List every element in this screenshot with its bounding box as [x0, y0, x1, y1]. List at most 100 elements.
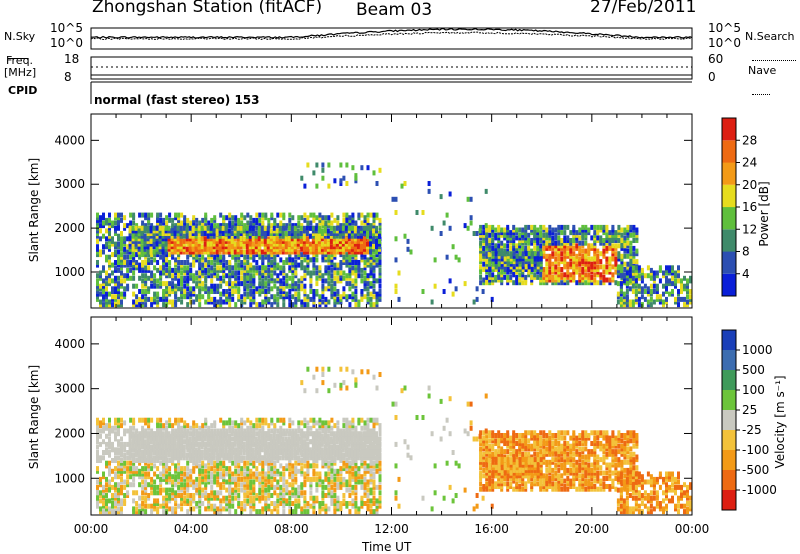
power-cell	[378, 278, 382, 284]
power-cell	[162, 217, 166, 223]
power-cell	[249, 296, 253, 302]
power-cell	[341, 225, 345, 231]
power-cell	[366, 249, 369, 255]
velocity-cell	[126, 460, 130, 466]
power-cell	[254, 246, 258, 252]
power-cell	[330, 212, 334, 218]
power-cell	[263, 244, 267, 250]
power-cell	[162, 291, 166, 297]
power-cell	[333, 262, 337, 268]
power-cell	[524, 280, 528, 286]
power-cell	[524, 227, 528, 233]
power-cell	[242, 236, 246, 242]
power-cell	[144, 267, 148, 273]
velocity-cell	[186, 471, 190, 477]
velocity-cell	[237, 495, 241, 501]
power-cell	[285, 294, 289, 300]
velocity-cell	[168, 476, 172, 482]
power-cell	[506, 256, 510, 262]
power-cell	[479, 253, 483, 259]
power-cell	[183, 294, 187, 300]
power-cell	[378, 217, 382, 223]
power-cell	[287, 241, 291, 247]
power-cell	[161, 233, 165, 239]
velocity-cell	[222, 468, 226, 474]
velocity-cell	[270, 468, 274, 474]
power-cell	[554, 251, 558, 257]
power-cell	[472, 299, 476, 305]
power-cell	[351, 270, 355, 276]
power-cell	[372, 257, 376, 263]
power-cell	[623, 227, 627, 233]
power-cell	[497, 264, 501, 270]
power-cell	[156, 223, 160, 229]
power-cell	[539, 272, 543, 278]
power-cell	[335, 228, 339, 234]
power-cell	[488, 269, 492, 275]
power-cell	[599, 272, 603, 278]
power-cell	[617, 238, 621, 243]
power-cell	[248, 233, 252, 239]
power-cell	[506, 232, 510, 238]
power-cell	[356, 228, 360, 234]
power-cell	[658, 299, 662, 305]
power-cell	[617, 230, 621, 236]
power-cell	[186, 241, 190, 247]
velocity-cell	[246, 493, 250, 498]
power-cell	[479, 232, 483, 238]
power-cell	[252, 294, 256, 300]
power-cell	[321, 217, 325, 223]
power-cell	[254, 236, 258, 242]
power-cell	[260, 231, 264, 236]
power-cell	[551, 235, 555, 241]
power-cell	[137, 236, 141, 242]
power-cell	[509, 267, 513, 272]
power-cell	[234, 252, 238, 258]
power-cell	[198, 270, 202, 276]
power-cell	[195, 223, 199, 229]
power-cell	[345, 212, 349, 218]
velocity-cell	[213, 503, 217, 509]
power-cell	[285, 223, 289, 229]
power-cell	[311, 231, 315, 236]
power-cell	[264, 228, 268, 234]
velocity-cell	[216, 490, 220, 496]
power-cell	[527, 245, 531, 251]
power-cell	[161, 238, 165, 244]
power-cell	[351, 296, 355, 302]
power-cell	[159, 275, 163, 281]
power-cell	[554, 240, 558, 246]
power-cell	[500, 256, 504, 262]
velocity-cell	[264, 490, 268, 496]
n-search-trace	[90, 31, 693, 41]
velocity-cell	[105, 503, 108, 509]
power-cell	[288, 252, 292, 258]
power-cell	[242, 231, 246, 236]
velocity-cell	[144, 495, 148, 501]
power-cell	[500, 243, 504, 249]
power-cell	[285, 281, 289, 287]
power-cell	[180, 289, 184, 294]
power-cell	[554, 277, 558, 283]
power-cell	[348, 294, 352, 300]
power-cell	[123, 260, 127, 265]
velocity-cell	[273, 506, 277, 512]
power-cell	[270, 294, 274, 300]
power-cell	[108, 246, 111, 252]
power-cell	[114, 275, 117, 281]
power-cell	[272, 233, 276, 239]
power-cell	[327, 220, 331, 226]
power-cell	[276, 291, 280, 297]
power-cell	[161, 241, 165, 247]
power-cell	[126, 286, 130, 292]
power-cell	[206, 246, 210, 252]
power-cell	[237, 286, 241, 292]
velocity-cell	[237, 487, 241, 493]
power-cell	[327, 260, 331, 265]
power-cell	[596, 264, 600, 270]
velocity-cell	[117, 420, 120, 426]
power-cell	[345, 275, 349, 281]
power-cell	[463, 281, 467, 287]
power-cell	[599, 224, 603, 230]
power-cell	[297, 254, 301, 260]
